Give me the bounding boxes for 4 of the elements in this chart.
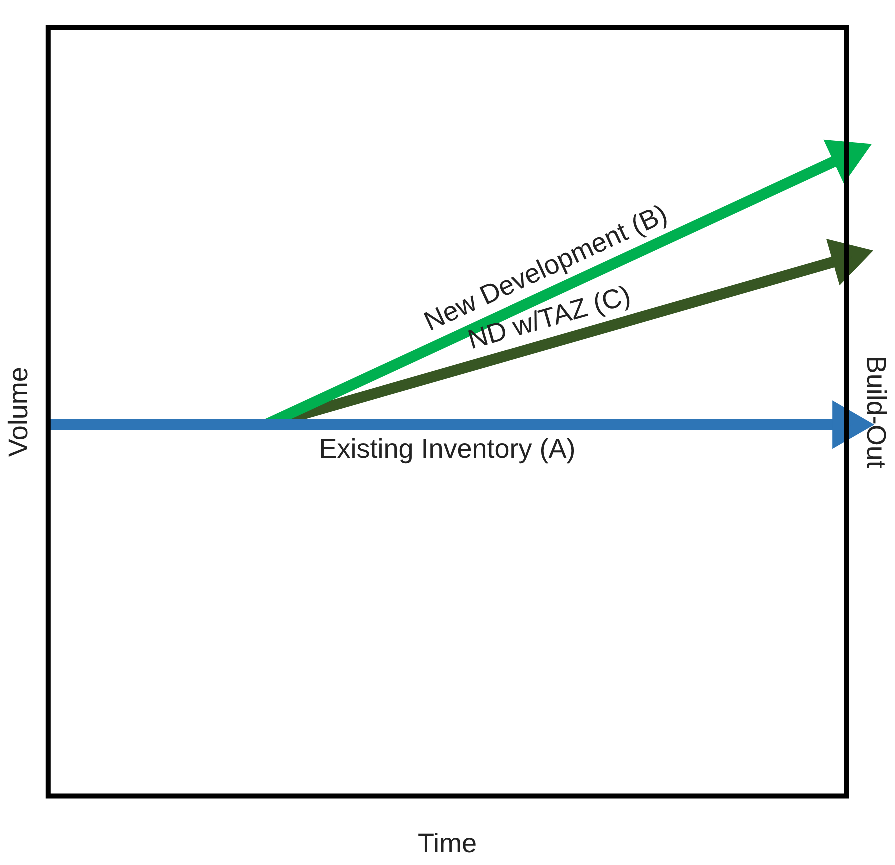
y2-axis-title: Build-Out	[861, 356, 892, 469]
series-label: Existing Inventory (A)	[319, 434, 576, 464]
y-axis-title: Volume	[4, 367, 34, 458]
x-axis-title: Time	[418, 828, 477, 858]
